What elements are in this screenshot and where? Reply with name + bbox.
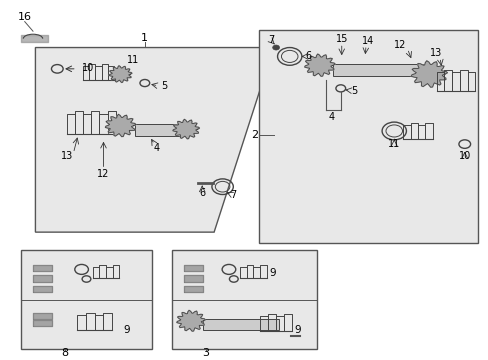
Bar (333, 63, 428, 76)
Bar (21, 250, 152, 349)
Text: 7: 7 (267, 35, 274, 45)
Polygon shape (105, 114, 136, 137)
Text: 1: 1 (141, 33, 148, 43)
Text: 10: 10 (458, 151, 470, 161)
Text: 16: 16 (18, 12, 32, 22)
Polygon shape (172, 119, 199, 139)
Text: 5: 5 (351, 86, 357, 96)
Circle shape (272, 45, 279, 50)
Text: 12: 12 (393, 40, 406, 50)
Polygon shape (35, 48, 273, 232)
Text: 6: 6 (305, 51, 311, 62)
Text: 15: 15 (335, 34, 347, 44)
Text: 9: 9 (269, 268, 275, 278)
Text: 14: 14 (362, 36, 374, 46)
Text: 7: 7 (230, 190, 237, 200)
Polygon shape (259, 30, 477, 243)
Text: 13: 13 (61, 151, 73, 161)
Text: 13: 13 (429, 48, 442, 58)
Text: 3: 3 (202, 348, 209, 358)
Bar (135, 124, 186, 136)
Text: 10: 10 (81, 63, 94, 73)
Polygon shape (109, 66, 132, 82)
Bar (171, 250, 317, 349)
Text: 11: 11 (126, 55, 139, 65)
Text: 5: 5 (161, 81, 167, 91)
Text: 4: 4 (154, 143, 160, 153)
Text: 4: 4 (328, 112, 334, 122)
Polygon shape (304, 54, 335, 76)
Text: 11: 11 (387, 139, 400, 149)
Text: 2: 2 (250, 130, 258, 140)
Polygon shape (176, 310, 205, 331)
Text: 12: 12 (97, 168, 109, 179)
Text: 9: 9 (294, 325, 301, 335)
Polygon shape (410, 61, 447, 87)
Text: 9: 9 (123, 325, 130, 335)
Text: 8: 8 (61, 348, 68, 358)
Bar (203, 319, 278, 330)
Text: 6: 6 (199, 188, 205, 198)
